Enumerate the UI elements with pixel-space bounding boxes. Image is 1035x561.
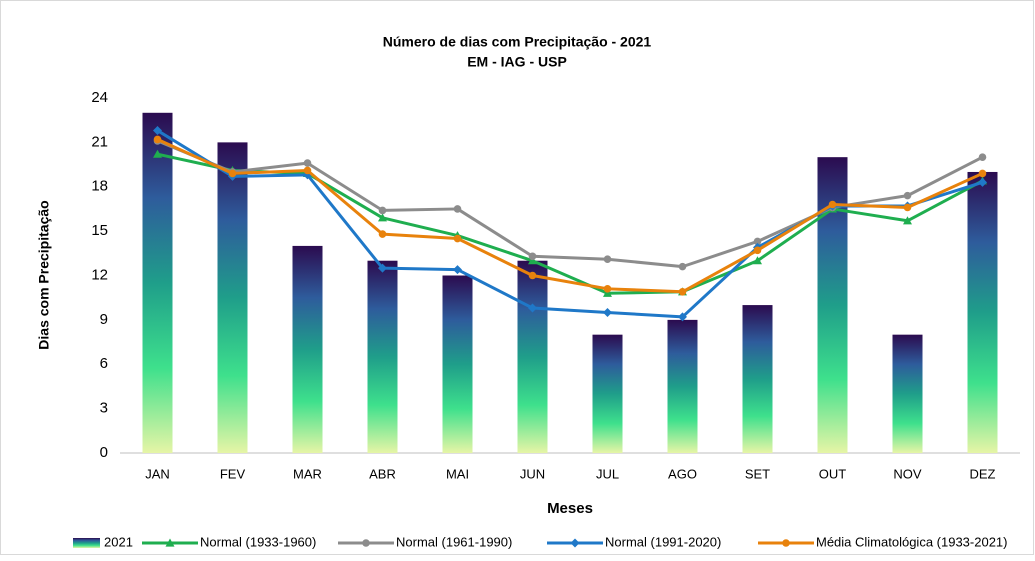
y-tick-label: 3: [100, 400, 108, 417]
marker: [782, 539, 790, 547]
x-tick-label: MAI: [446, 466, 469, 481]
marker: [453, 205, 462, 213]
line: [157, 152, 984, 295]
y-tick-label: 15: [91, 222, 108, 239]
x-tick-label: ABR: [369, 466, 396, 481]
y-tick-label: 6: [100, 355, 108, 372]
legend-label: Normal (1991-2020): [605, 534, 721, 549]
bar: [967, 171, 998, 454]
x-tick-label: JUN: [520, 466, 545, 481]
marker: [603, 288, 612, 297]
marker: [303, 166, 312, 175]
marker: [678, 312, 687, 322]
marker: [753, 237, 762, 246]
marker: [153, 135, 162, 144]
chart-subtitle: EM - IAG - USP: [467, 54, 567, 70]
y-tick-label: 18: [91, 178, 108, 195]
bar: [217, 142, 248, 453]
marker: [528, 256, 537, 265]
y-tick-label: 9: [100, 311, 108, 328]
marker: [453, 234, 462, 243]
marker: [603, 285, 612, 293]
bar: [592, 334, 623, 453]
x-tick-label: DEZ: [970, 466, 996, 481]
x-tick-label: AGO: [668, 466, 697, 481]
marker: [753, 256, 762, 265]
y-tick-label: 21: [91, 133, 108, 150]
legend-label: Normal (1933-1960): [200, 534, 316, 549]
marker: [378, 263, 387, 273]
marker: [378, 206, 387, 215]
marker: [978, 169, 987, 178]
bar: [517, 260, 548, 453]
legend-label: Média Climatológica (1933-2021): [816, 534, 1008, 549]
x-tick-label: FEV: [220, 466, 246, 481]
x-tick-label: JAN: [145, 466, 170, 481]
marker: [453, 265, 462, 275]
marker: [603, 307, 612, 317]
x-tick-label: MAR: [293, 466, 322, 481]
marker: [378, 213, 387, 222]
marker: [678, 287, 687, 296]
x-tick-label: SET: [745, 466, 770, 481]
marker: [528, 252, 537, 261]
legend-swatch: [73, 538, 100, 548]
x-axis-title: Meses: [547, 500, 593, 517]
marker: [978, 177, 987, 187]
marker: [362, 539, 370, 547]
bar: [292, 245, 323, 453]
bar: [892, 334, 923, 453]
x-tick-label: NOV: [893, 466, 922, 481]
marker: [903, 216, 912, 225]
marker: [678, 262, 687, 271]
x-tick-label: JUL: [596, 466, 619, 481]
chart-title: Número de dias com Precipitação - 2021: [383, 34, 652, 50]
marker: [378, 230, 387, 238]
bar: [742, 305, 773, 453]
bar: [367, 260, 398, 453]
marker: [978, 153, 987, 161]
marker: [153, 149, 162, 158]
marker: [753, 246, 762, 255]
y-tick-label: 24: [91, 89, 108, 106]
marker: [603, 255, 612, 264]
y-tick-label: 12: [91, 266, 108, 283]
marker: [903, 191, 912, 200]
marker: [153, 126, 162, 136]
marker: [228, 169, 237, 178]
y-tick-label: 0: [100, 444, 108, 461]
marker: [570, 538, 580, 548]
line: [156, 138, 984, 294]
marker: [528, 271, 537, 280]
marker: [165, 538, 175, 547]
x-tick-label: OUT: [819, 466, 847, 481]
bar: [142, 112, 173, 454]
legend-label: 2021: [104, 534, 133, 549]
marker: [303, 159, 312, 167]
marker: [903, 203, 912, 212]
marker: [828, 200, 837, 209]
bar: [667, 319, 698, 453]
bar: [442, 275, 473, 453]
y-axis-title: Dias com Precipitação: [36, 200, 52, 349]
marker: [528, 303, 537, 313]
legend-label: Normal (1961-1990): [396, 534, 512, 549]
